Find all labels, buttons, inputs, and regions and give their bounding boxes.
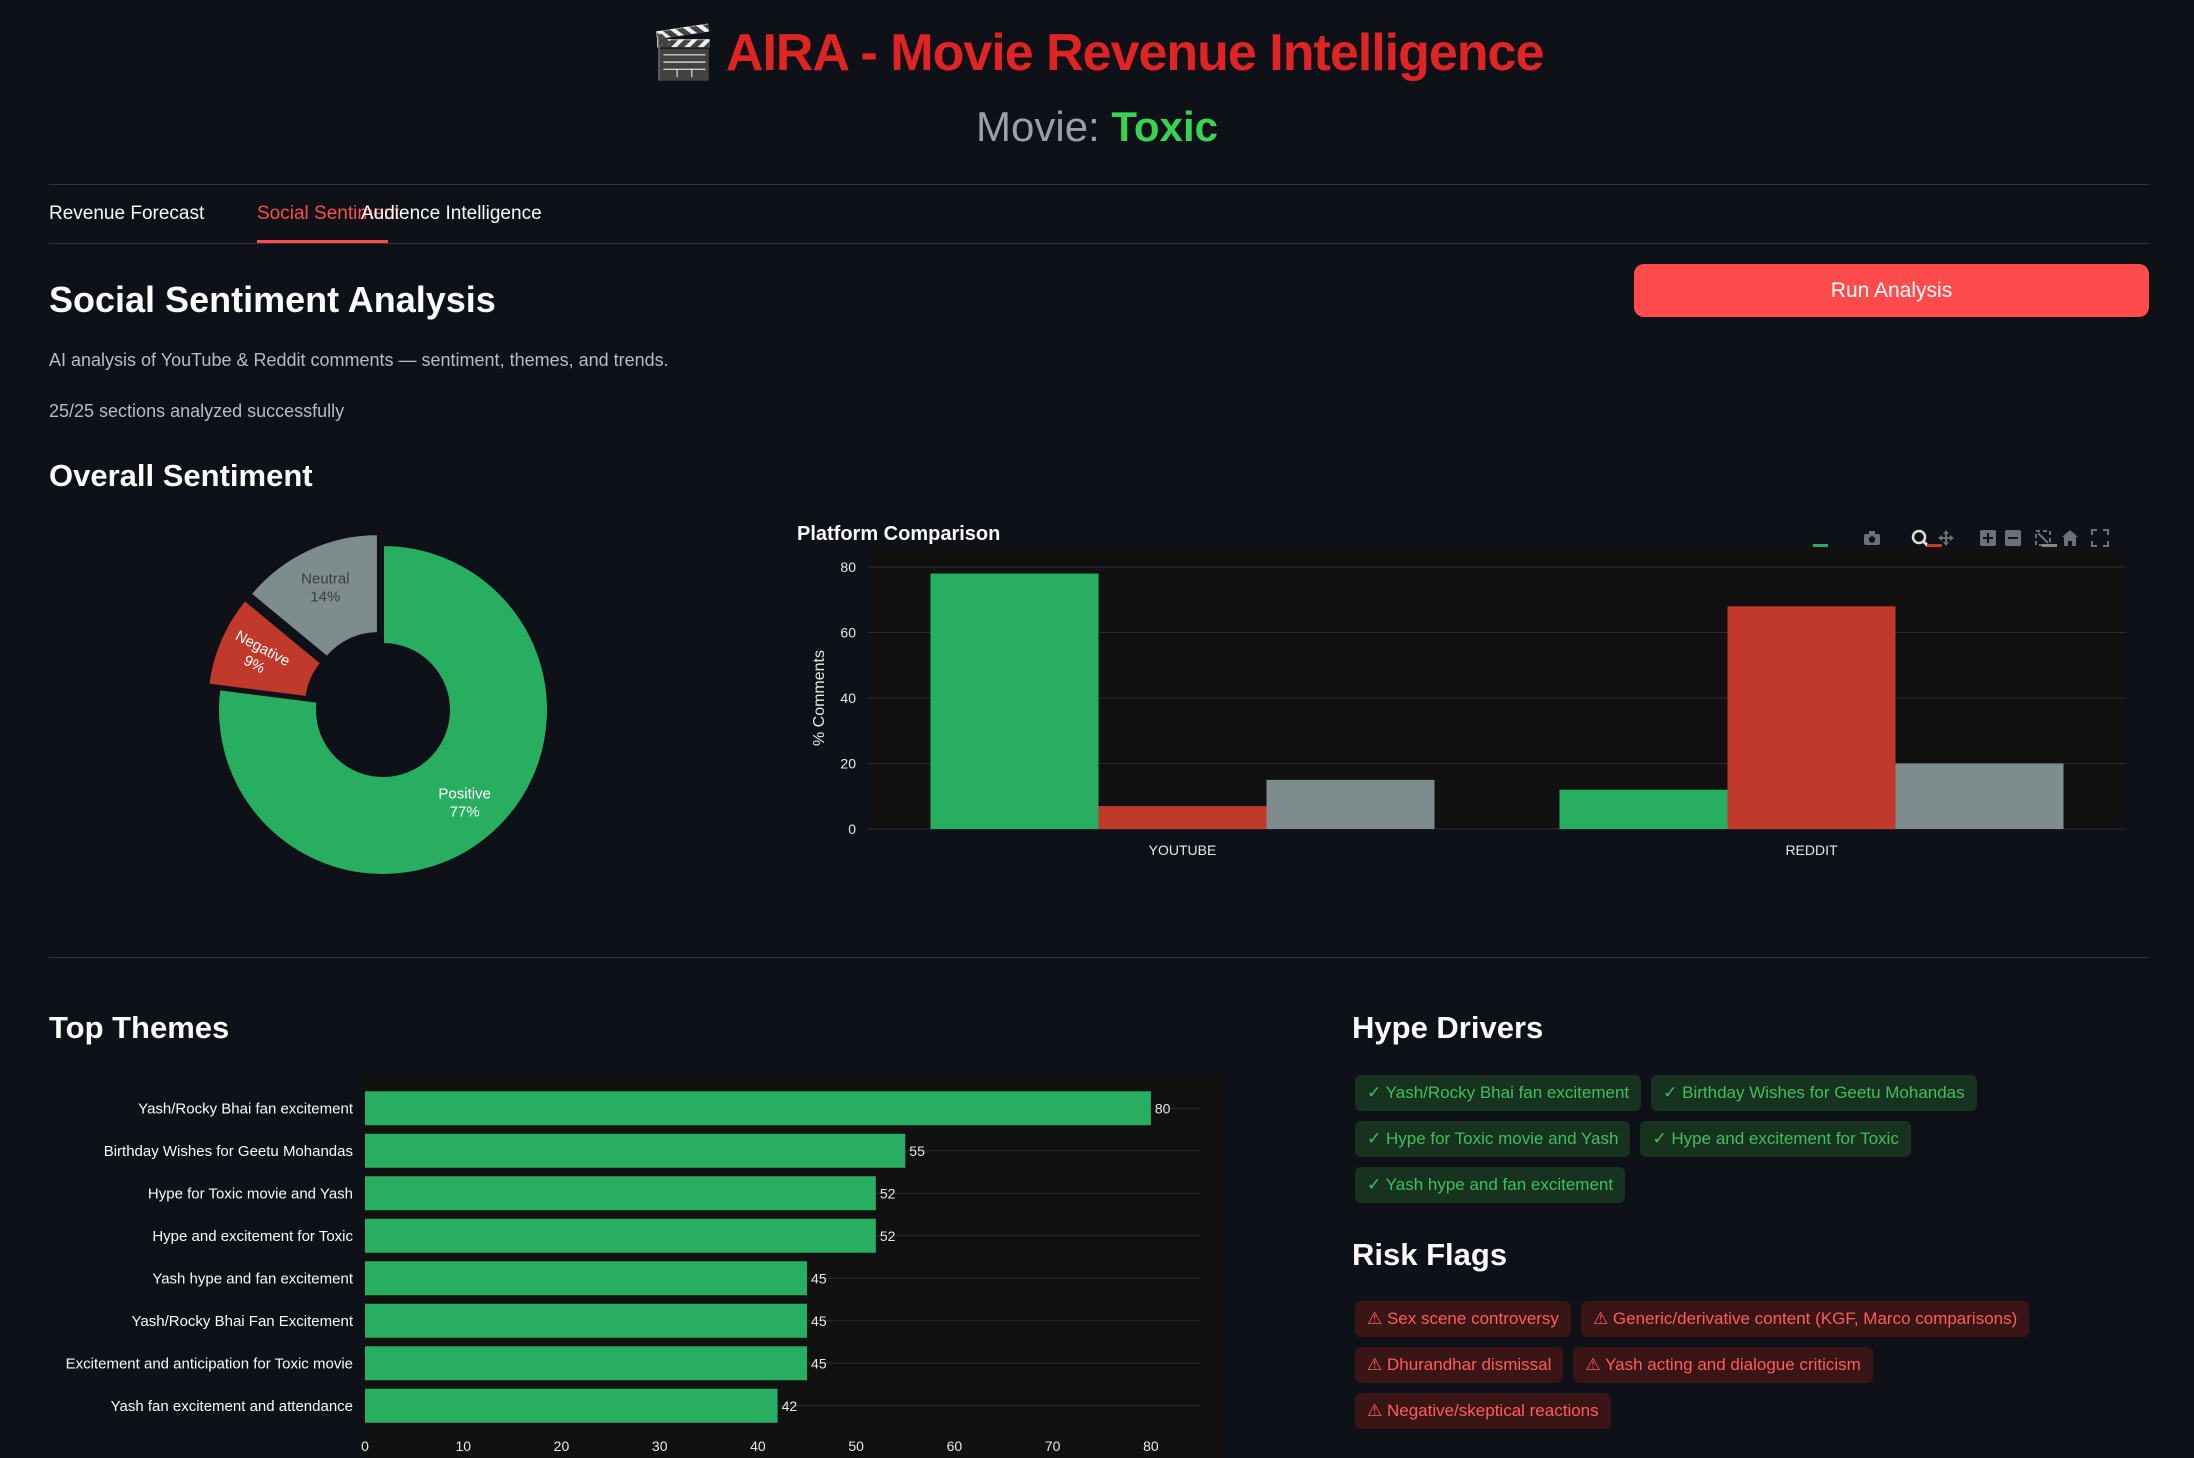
risk-flag-chip: ⚠ Yash acting and dialogue criticism bbox=[1573, 1347, 1873, 1383]
donut-slice-positive bbox=[217, 543, 549, 876]
x-tick-label: 70 bbox=[1045, 1438, 1061, 1454]
theme-value-label: 80 bbox=[1155, 1100, 1171, 1116]
zoom-out-icon[interactable] bbox=[2005, 530, 2021, 546]
tab-bar: Revenue Forecast Social Sentiment Audien… bbox=[49, 184, 2149, 244]
tab-revenue-forecast[interactable]: Revenue Forecast bbox=[49, 203, 205, 224]
theme-label: Hype and excitement for Toxic bbox=[152, 1228, 353, 1245]
theme-label: Yash fan excitement and attendance bbox=[111, 1398, 353, 1415]
movie-label: Movie: bbox=[976, 103, 1100, 150]
tab-social-sentiment[interactable]: Social Sentiment bbox=[257, 203, 400, 224]
theme-bar bbox=[365, 1176, 876, 1211]
risk-flag-chip: ⚠ Dhurandhar dismissal bbox=[1355, 1347, 1564, 1383]
y-tick-label: 20 bbox=[840, 756, 856, 772]
x-tick-label: 40 bbox=[750, 1438, 766, 1454]
y-tick-label: 60 bbox=[840, 625, 856, 641]
donut-value-neutral: 14% bbox=[310, 588, 340, 605]
x-tick-label: 10 bbox=[455, 1438, 471, 1454]
tab-audience-intelligence[interactable]: Audience Intelligence bbox=[361, 203, 542, 224]
donut-slice-negative bbox=[207, 598, 323, 699]
run-analysis-button[interactable]: Run Analysis bbox=[1634, 264, 2149, 317]
x-tick-label: 20 bbox=[554, 1438, 570, 1454]
fullscreen-icon[interactable] bbox=[2091, 529, 2109, 547]
theme-label: Yash hype and fan excitement bbox=[152, 1270, 354, 1287]
autoscale-icon[interactable] bbox=[2035, 530, 2051, 546]
section-description: AI analysis of YouTube & Reddit comments… bbox=[49, 350, 669, 370]
risk-flags-list: ⚠ Sex scene controversy ⚠ Generic/derivat… bbox=[1355, 1301, 2075, 1439]
donut-slice-neutral bbox=[249, 533, 379, 659]
bar-youtube-negative bbox=[1098, 806, 1267, 829]
theme-bar bbox=[365, 1091, 1151, 1126]
risk-flag-chip: ⚠ Generic/derivative content (KGF, Marco… bbox=[1580, 1301, 2030, 1337]
risk-flag-chip: ⚠ Negative/skeptical reactions bbox=[1355, 1393, 1611, 1429]
analysis-status: 25/25 sections analyzed successfully bbox=[49, 401, 345, 421]
movie-subtitle: Movie: Toxic bbox=[0, 103, 2194, 151]
pan-icon[interactable] bbox=[1938, 530, 1954, 546]
theme-label: Hype for Toxic movie and Yash bbox=[148, 1185, 353, 1202]
theme-bar bbox=[365, 1303, 808, 1338]
bar-reddit-negative bbox=[1727, 606, 1896, 829]
theme-label: Excitement and anticipation for Toxic mo… bbox=[66, 1355, 353, 1372]
hype-driver-chip: ✓ Yash/Rocky Bhai fan excitement bbox=[1355, 1075, 1642, 1111]
risk-flag-chip: ⚠ Sex scene controversy bbox=[1355, 1301, 1571, 1337]
app-title: 🎬 AIRA - Movie Revenue Intelligence bbox=[0, 22, 2194, 83]
clapper-board-icon: 🎬 bbox=[650, 24, 716, 82]
active-tab-indicator bbox=[257, 240, 388, 243]
x-category-label: YOUTUBE bbox=[1149, 842, 1217, 858]
x-tick-label: 80 bbox=[1143, 1438, 1159, 1454]
app-title-text: AIRA - Movie Revenue Intelligence bbox=[725, 24, 1544, 82]
hype-drivers-list: ✓ Yash/Rocky Bhai fan excitement ✓ Birthd… bbox=[1355, 1075, 2075, 1213]
x-category-label: REDDIT bbox=[1785, 842, 1838, 858]
theme-value-label: 52 bbox=[880, 1228, 896, 1244]
x-tick-label: 50 bbox=[848, 1438, 864, 1454]
hype-driver-chip: ✓ Hype for Toxic movie and Yash bbox=[1355, 1121, 1631, 1157]
theme-label: Yash/Rocky Bhai fan excitement bbox=[138, 1100, 354, 1117]
theme-value-label: 45 bbox=[811, 1270, 827, 1286]
theme-value-label: 45 bbox=[811, 1355, 827, 1371]
reset-axes-icon[interactable] bbox=[2062, 530, 2078, 546]
theme-bar bbox=[365, 1261, 808, 1296]
theme-label: Yash/Rocky Bhai Fan Excitement bbox=[132, 1313, 354, 1330]
section-divider bbox=[49, 957, 2149, 958]
theme-bar bbox=[365, 1388, 778, 1423]
donut-label-neutral: Neutral bbox=[301, 570, 349, 587]
bar-youtube-positive bbox=[930, 573, 1099, 829]
y-tick-label: 80 bbox=[840, 559, 856, 575]
y-axis-title: % Comments bbox=[811, 650, 828, 746]
theme-bar bbox=[365, 1133, 906, 1168]
x-tick-label: 60 bbox=[947, 1438, 963, 1454]
camera-icon[interactable] bbox=[1864, 531, 1880, 545]
hype-driver-chip: ✓ Birthday Wishes for Geetu Mohandas bbox=[1651, 1075, 1977, 1111]
theme-value-label: 52 bbox=[880, 1185, 896, 1201]
theme-bar bbox=[365, 1218, 876, 1253]
section-heading: Social Sentiment Analysis bbox=[49, 279, 496, 320]
movie-name: Toxic bbox=[1111, 103, 1218, 150]
donut-value-positive: 77% bbox=[450, 804, 480, 821]
hype-drivers-heading: Hype Drivers bbox=[1352, 1010, 1544, 1045]
theme-value-label: 42 bbox=[782, 1398, 798, 1414]
risk-flags-heading: Risk Flags bbox=[1352, 1237, 1508, 1272]
zoom-in-icon[interactable] bbox=[1980, 530, 1996, 546]
bar-reddit-positive bbox=[1559, 789, 1728, 829]
zoom-icon[interactable] bbox=[1911, 529, 1930, 548]
theme-label: Birthday Wishes for Geetu Mohandas bbox=[104, 1143, 353, 1160]
donut-label-positive: Positive bbox=[438, 786, 491, 803]
platform-chart-title: Platform Comparison bbox=[797, 523, 1000, 545]
top-themes-chart: 0 10 20 30 40 50 60 70 80 Yash/Rocky Bhai fan exc… bbox=[66, 1075, 1225, 1458]
y-tick-label: 40 bbox=[840, 690, 856, 706]
x-tick-label: 30 bbox=[652, 1438, 668, 1454]
hype-driver-chip: ✓ Hype and excitement for Toxic bbox=[1640, 1121, 1911, 1157]
x-tick-label: 0 bbox=[361, 1438, 369, 1454]
theme-value-label: 55 bbox=[909, 1143, 925, 1159]
bar-youtube-neutral bbox=[1266, 779, 1435, 829]
bar-reddit-neutral bbox=[1895, 763, 2064, 829]
y-tick-label: 0 bbox=[848, 821, 856, 837]
top-themes-heading: Top Themes bbox=[49, 1010, 230, 1045]
overall-sentiment-heading: Overall Sentiment bbox=[49, 458, 313, 493]
theme-value-label: 45 bbox=[811, 1313, 827, 1329]
theme-bar bbox=[365, 1346, 808, 1381]
platform-comparison-chart: Platform Comparison PositiveNegativeNeut… bbox=[797, 523, 2126, 858]
hype-driver-chip: ✓ Yash hype and fan excitement bbox=[1355, 1167, 1626, 1203]
